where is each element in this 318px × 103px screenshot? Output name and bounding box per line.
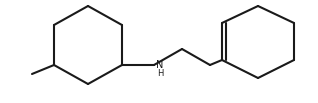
Text: H: H xyxy=(157,70,163,78)
Text: N: N xyxy=(156,60,164,70)
